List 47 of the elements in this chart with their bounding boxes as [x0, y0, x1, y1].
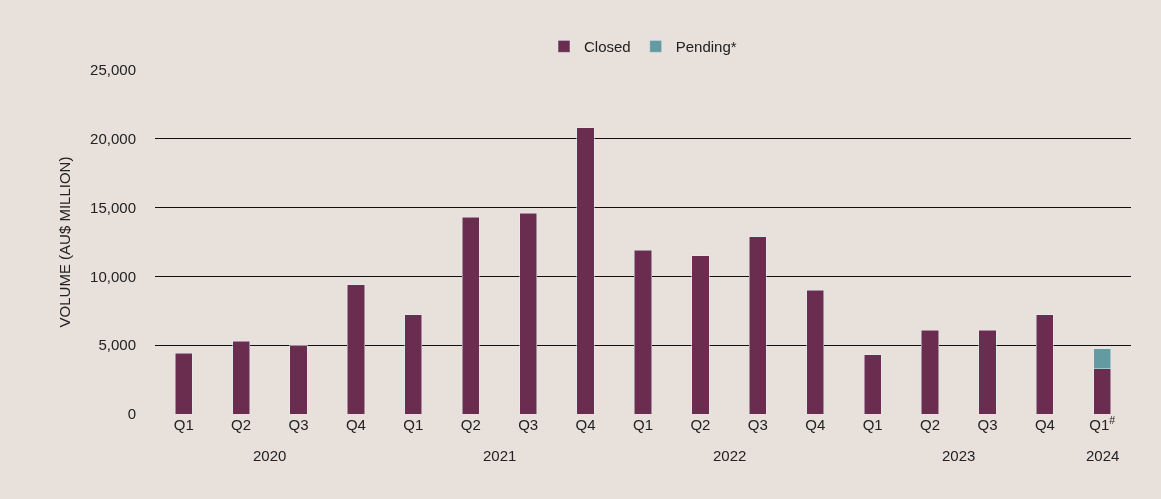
- x-tick-label: Q3: [518, 416, 539, 433]
- x-tick-label: Q3: [747, 416, 768, 433]
- x-tick-label: Q4: [575, 416, 596, 433]
- text: 2024: [1086, 447, 1120, 464]
- bar: [978, 329, 997, 414]
- bar: [576, 127, 595, 414]
- y-tick-label: 0: [127, 405, 136, 423]
- x-tick-label: Q4: [345, 416, 366, 433]
- bar: [232, 340, 250, 414]
- x-tick-label: Q1: [173, 416, 194, 433]
- x-tick-label: Q1: [403, 416, 424, 433]
- bar: [806, 289, 825, 414]
- text: 2022: [713, 447, 747, 464]
- y-axis-title: VOLUME (AU$ MILLION): [56, 156, 74, 328]
- bar: [461, 216, 480, 414]
- x-tick-label: Q1: [862, 416, 883, 433]
- legend-label: Pending*: [675, 38, 737, 56]
- text: 2021: [483, 447, 517, 464]
- bar: [1036, 314, 1054, 414]
- x-tick-label: Q4: [805, 416, 826, 433]
- x-tick-label: Q3: [288, 416, 309, 433]
- x-tick-label: Q2: [231, 416, 252, 433]
- bar: [289, 344, 308, 414]
- y-tick-label: 20,000: [90, 130, 136, 148]
- x-tick-label: Q2: [460, 416, 481, 433]
- bar: [634, 250, 652, 414]
- text: 2020: [253, 447, 287, 464]
- x-tick-label: Q2: [690, 416, 711, 433]
- y-tick-label: 5,000: [98, 336, 136, 354]
- y-tick-label: 10,000: [90, 267, 136, 285]
- y-tick-label: 15,000: [90, 198, 136, 216]
- bar: [174, 353, 193, 414]
- bar: [347, 284, 365, 414]
- bar: [519, 212, 538, 414]
- bar: [748, 236, 767, 414]
- legend-label: Closed: [584, 38, 631, 56]
- x-tick-label: Q4: [1034, 416, 1055, 433]
- x-tick-label: Q1: [632, 416, 654, 433]
- x-tick-label: Q1$^{#}$: [1089, 413, 1116, 433]
- x-tick-label: Q3: [977, 416, 998, 433]
- y-tick-label: 25,000: [90, 61, 136, 79]
- bar: [863, 354, 882, 414]
- bar: [921, 329, 939, 414]
- text: 2023: [942, 447, 976, 464]
- bar: [691, 255, 710, 414]
- bar: [404, 314, 423, 414]
- x-tick-label: Q2: [920, 416, 941, 433]
